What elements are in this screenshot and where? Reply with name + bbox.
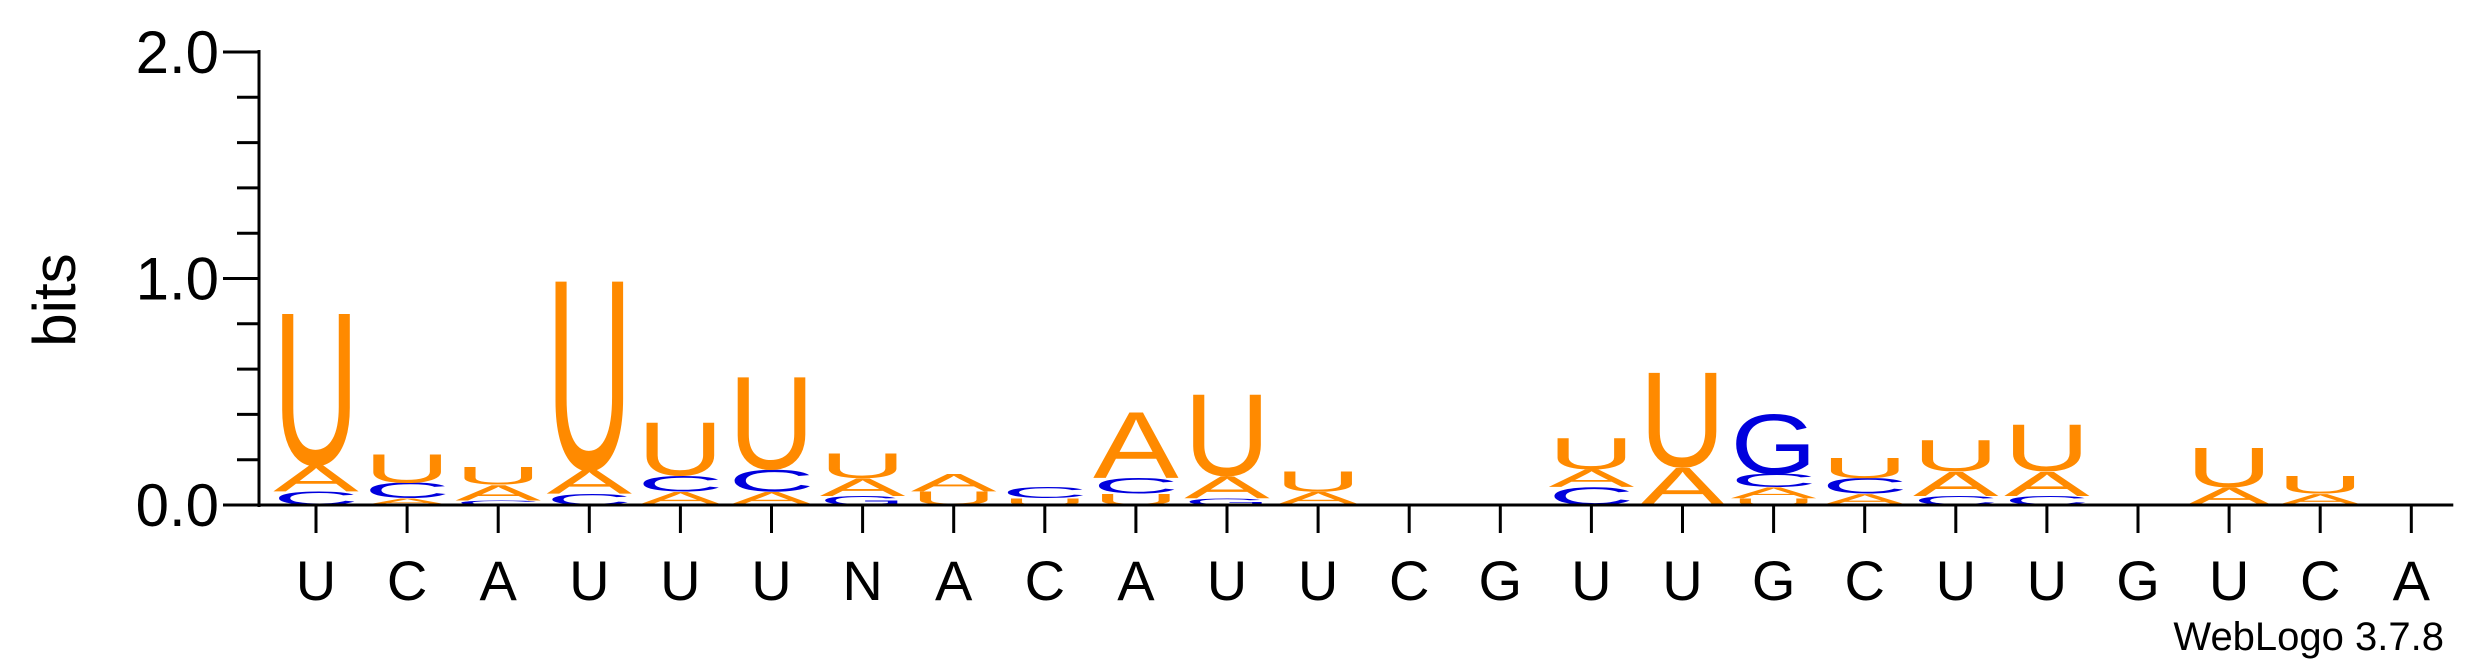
letter-G: G <box>1184 496 1270 507</box>
logo-column: CAU <box>546 224 632 527</box>
letter-U: U <box>729 349 815 497</box>
x-tick-label: U <box>569 549 609 612</box>
x-tick-label: C <box>1389 549 1429 612</box>
logo-column: UA <box>911 468 997 509</box>
logo-column: ACU <box>364 445 450 507</box>
letter-U: U <box>1002 496 1088 507</box>
logo-column: UC <box>1002 484 1088 507</box>
letter-U: U <box>2004 412 2090 486</box>
logo-column: ACU <box>1822 452 1908 508</box>
x-tick-label: C <box>1025 549 1065 612</box>
x-tick-label: C <box>2300 549 2340 612</box>
x-tick-label: U <box>1207 549 1247 612</box>
x-tick-label: U <box>660 549 700 612</box>
letter-C: C <box>1822 474 1908 499</box>
letter-U: U <box>1731 496 1817 507</box>
logo-column: AU <box>1639 344 1725 516</box>
letter-U: U <box>1913 432 1999 481</box>
x-tick-label: G <box>1752 549 1796 612</box>
x-tick-label: U <box>1662 549 1702 612</box>
letter-A: A <box>1913 464 1999 503</box>
x-tick-label: A <box>2393 549 2431 612</box>
y-tick-label: 1.0 <box>136 246 219 313</box>
letter-U: U <box>546 224 632 527</box>
x-tick-label: U <box>2209 549 2249 612</box>
letter-A: A <box>1549 464 1635 492</box>
y-axis-label: bits <box>21 253 88 346</box>
logo-column: AU <box>2186 436 2272 511</box>
letter-U: U <box>820 446 906 485</box>
letter-A: A <box>911 468 997 496</box>
x-tick-label: U <box>1936 549 1976 612</box>
x-tick-label: U <box>751 549 791 612</box>
letter-U: U <box>2277 471 2363 499</box>
logo-column: GAU <box>820 446 906 507</box>
letter-U: U <box>1639 344 1725 496</box>
letter-C: C <box>1093 474 1179 499</box>
letter-C: C <box>455 499 541 506</box>
x-tick-label: G <box>1479 549 1523 612</box>
letter-A: A <box>2004 464 2090 503</box>
letter-A: A <box>1093 392 1179 498</box>
logo-column: CAU <box>1913 432 1999 508</box>
letter-U: U <box>364 445 450 491</box>
logo-column: AU <box>1275 466 1362 509</box>
y-axis: 0.0 1.0 2.0 <box>136 19 261 539</box>
x-tick-label: U <box>296 549 336 612</box>
letter-C: C <box>1002 484 1088 502</box>
logo-column: ACU <box>637 408 724 509</box>
x-tick-label: U <box>1298 549 1338 612</box>
letter-G: G <box>1731 396 1817 491</box>
x-tick-label: U <box>1571 549 1611 612</box>
letter-A: A <box>1184 469 1271 505</box>
letter-A: A <box>820 473 906 501</box>
logo-column: CAU <box>1548 429 1634 510</box>
letter-U: U <box>1184 370 1270 501</box>
x-tick-label: A <box>480 549 518 612</box>
letter-A: A <box>273 457 359 500</box>
letter-U: U <box>455 462 541 490</box>
letter-A: A <box>364 497 450 508</box>
letter-U: U <box>2186 436 2272 499</box>
letter-U: U <box>273 268 359 511</box>
weblogo-credit: WebLogo 3.7.8 <box>2173 615 2444 659</box>
letter-C: C <box>637 472 723 497</box>
x-tick-label: N <box>842 549 882 612</box>
letter-A: A <box>546 462 632 501</box>
x-tick-label: C <box>1844 549 1884 612</box>
x-tick-label: C <box>387 549 427 612</box>
letter-C: C <box>1731 470 1817 491</box>
y-tick-label: 2.0 <box>136 19 219 86</box>
x-tick-label: U <box>2027 549 2067 612</box>
logo-column: CAU <box>273 268 359 511</box>
letter-U: U <box>1275 466 1361 498</box>
logo-column: UCA <box>1093 392 1180 508</box>
letter-C: C <box>728 463 814 498</box>
x-tick-label: G <box>2116 549 2160 612</box>
letter-U: U <box>1822 452 1908 484</box>
logo-column: ACU <box>728 349 815 509</box>
letter-A: A <box>1731 484 1817 502</box>
logo-column: CAU <box>455 462 542 506</box>
x-tick-label: A <box>1117 549 1155 612</box>
logo-column: AU <box>2277 471 2363 508</box>
letter-C: C <box>364 478 450 503</box>
letter-U: U <box>1548 429 1634 478</box>
logo-column: CAU <box>2004 412 2090 508</box>
letter-A: A <box>455 481 541 506</box>
logo-column: GAU <box>1184 370 1271 507</box>
x-tick-label: A <box>935 549 973 612</box>
y-tick-label: 0.0 <box>136 472 219 539</box>
letter-U: U <box>637 408 723 492</box>
